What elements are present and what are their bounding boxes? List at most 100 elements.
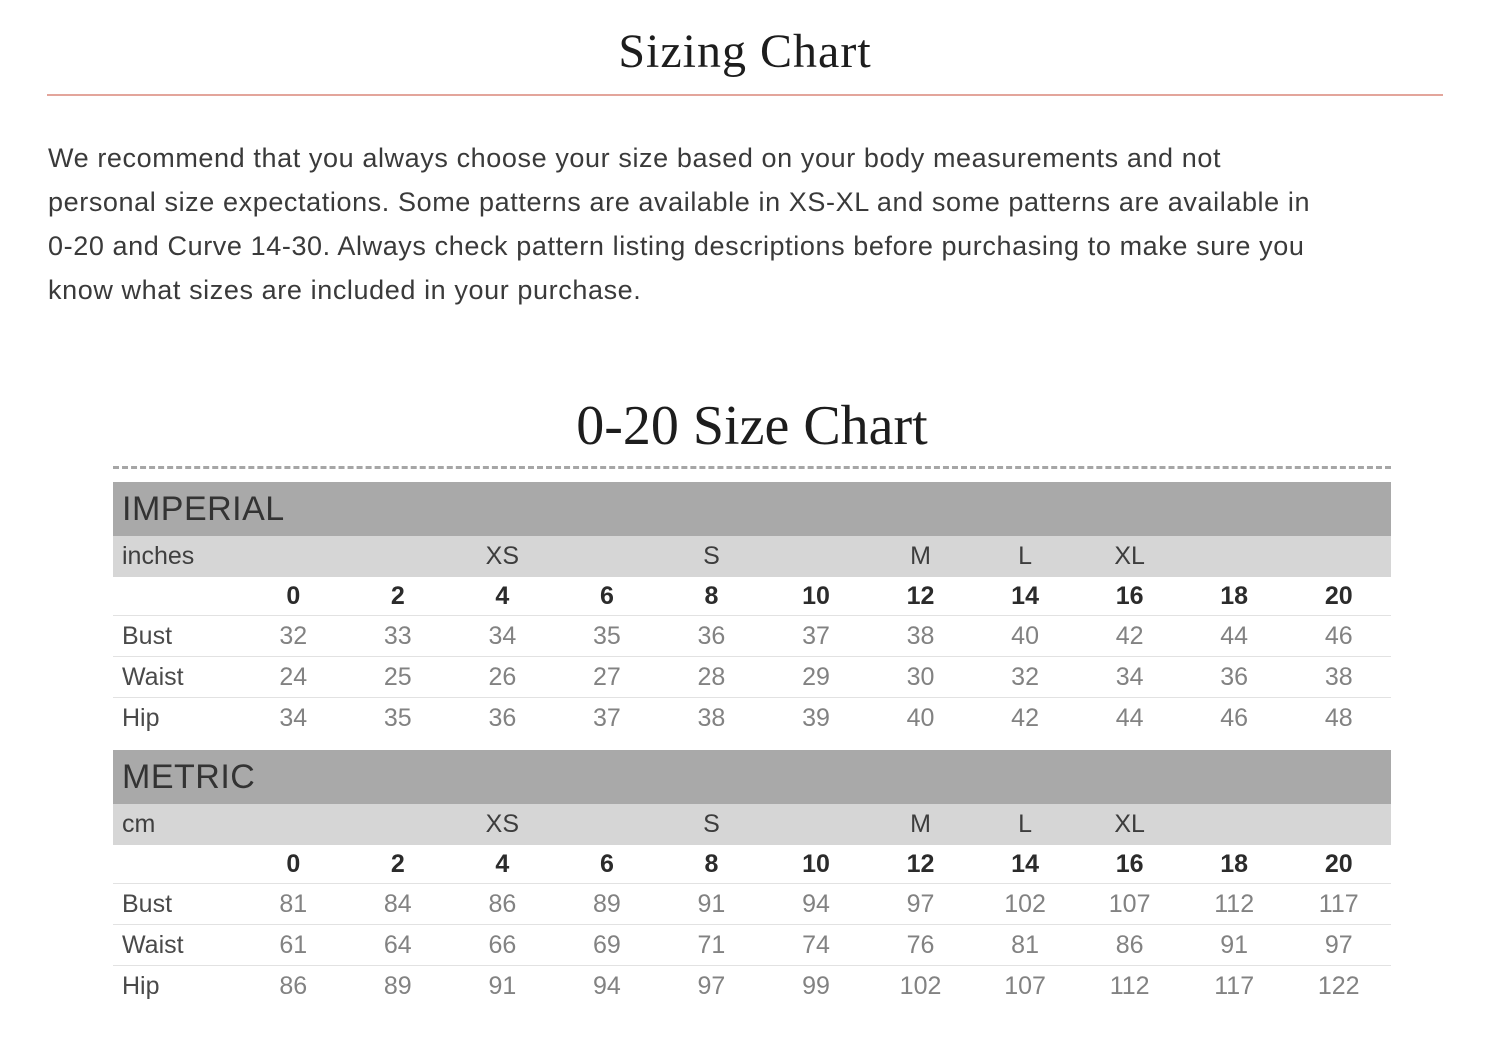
- size-band-label: XS: [485, 810, 520, 838]
- measurement-value: 36: [697, 621, 726, 650]
- measurement-value: 97: [1324, 930, 1353, 959]
- intro-line: know what sizes are included in your pur…: [48, 275, 642, 305]
- measurement-row: Waist 24 25 26 27 28 29 30 32 34 36 38: [113, 656, 1391, 697]
- size-number: 14: [1011, 849, 1039, 878]
- measurement-value: 42: [1011, 703, 1039, 732]
- measurement-value: 24: [279, 662, 308, 691]
- measurement-row: Hip 86 89 91 94 97 99 102 107 112 117 122: [113, 965, 1391, 1006]
- measurement-value: 33: [383, 621, 412, 650]
- measurement-value: 48: [1324, 703, 1353, 732]
- intro-line: 0-20 and Curve 14-30. Always check patte…: [48, 231, 1305, 261]
- size-table-metric: METRIC cm XS S M L XL 0 2 4 6 8 10 12 14 16 18 20 Bust 81 84…: [113, 750, 1391, 1006]
- size-number: 16: [1115, 581, 1144, 610]
- size-number: 20: [1324, 849, 1353, 878]
- measurement-value: 46: [1324, 621, 1353, 650]
- size-number: 4: [495, 581, 510, 610]
- sizing-chart-page: Sizing Chart We recommend that you alway…: [47, 26, 1443, 1006]
- size-chart-title: 0-20 Size Chart: [576, 395, 928, 457]
- measurement-row: Waist 61 64 66 69 71 74 76 81 86 91 97: [113, 924, 1391, 965]
- size-number: 16: [1115, 849, 1144, 878]
- measurement-value: 91: [697, 889, 726, 918]
- measurement-value: 44: [1115, 703, 1144, 732]
- measurement-value: 46: [1220, 703, 1249, 732]
- measurement-label: Hip: [122, 971, 160, 1000]
- measurement-value: 107: [1108, 889, 1151, 918]
- measurement-value: 35: [383, 703, 412, 732]
- measurement-value: 38: [906, 621, 935, 650]
- section-header: IMPERIAL: [113, 482, 1391, 536]
- size-number: 6: [599, 581, 614, 610]
- size-number: 8: [704, 849, 719, 878]
- size-chart-graphic: 0-20 Size Chart IMPERIAL inches XS S M L XL 0 2 4…: [113, 396, 1391, 1006]
- measurement-value: 91: [1220, 930, 1249, 959]
- measurement-value: 28: [697, 662, 726, 691]
- measurement-value: 27: [592, 662, 621, 691]
- measurement-value: 94: [802, 889, 830, 918]
- measurement-row: Bust 32 33 34 35 36 37 38 40 42 44 46: [113, 615, 1391, 656]
- measurement-value: 34: [279, 703, 308, 732]
- measurement-value: 74: [802, 930, 830, 959]
- unit-label: cm: [122, 810, 156, 838]
- size-number: 18: [1220, 849, 1249, 878]
- size-number: 6: [599, 849, 614, 878]
- size-band-label: M: [910, 542, 931, 570]
- measurement-value: 26: [488, 662, 517, 691]
- measurement-value: 76: [906, 930, 935, 959]
- measurement-value: 36: [488, 703, 517, 732]
- size-band-label: L: [1018, 810, 1033, 838]
- measurement-value: 102: [1004, 889, 1046, 918]
- measurement-value: 86: [488, 889, 517, 918]
- title-divider: [47, 94, 1443, 96]
- measurement-value: 35: [592, 621, 621, 650]
- measurement-value: 34: [488, 621, 517, 650]
- measurement-value: 89: [592, 889, 621, 918]
- measurement-row: Bust 81 84 86 89 91 94 97 102 107 112 117: [113, 883, 1391, 924]
- measurement-value: 25: [383, 662, 412, 691]
- measurement-value: 99: [802, 971, 830, 1000]
- size-number: 4: [495, 849, 510, 878]
- measurement-value: 91: [488, 971, 517, 1000]
- size-band-row: inches XS S M L XL: [113, 536, 1391, 577]
- size-number: 10: [802, 581, 830, 610]
- dashed-divider: [113, 466, 1391, 469]
- size-number: 2: [390, 581, 405, 610]
- measurement-value: 64: [383, 930, 412, 959]
- measurement-label: Waist: [122, 662, 184, 691]
- measurement-value: 81: [279, 889, 308, 918]
- measurement-value: 61: [279, 930, 308, 959]
- size-number: 14: [1011, 581, 1039, 610]
- measurement-value: 94: [592, 971, 621, 1000]
- size-number: 12: [906, 849, 935, 878]
- measurement-label: Hip: [122, 703, 160, 732]
- size-number: 0: [286, 581, 301, 610]
- measurement-value: 44: [1220, 621, 1249, 650]
- measurement-value: 40: [1011, 621, 1039, 650]
- size-number: 12: [906, 581, 935, 610]
- measurement-value: 112: [1109, 971, 1150, 1000]
- measurement-value: 97: [906, 889, 935, 918]
- size-band-label: XL: [1114, 542, 1145, 570]
- measurement-value: 29: [802, 662, 830, 691]
- measurement-value: 97: [697, 971, 726, 1000]
- measurement-label: Bust: [122, 889, 173, 918]
- intro-paragraph: We recommend that you always choose your…: [48, 136, 1443, 312]
- measurement-value: 37: [592, 703, 621, 732]
- measurement-value: 39: [802, 703, 830, 732]
- measurement-value: 38: [1324, 662, 1353, 691]
- measurement-value: 86: [1115, 930, 1144, 959]
- measurement-value: 30: [906, 662, 935, 691]
- measurement-label: Waist: [122, 930, 184, 959]
- measurement-value: 69: [592, 930, 621, 959]
- size-table-imperial: IMPERIAL inches XS S M L XL 0 2 4 6 8 10 12 14 16 18 20 Bu…: [113, 482, 1391, 738]
- unit-label: inches: [122, 542, 195, 570]
- size-number: 20: [1324, 581, 1353, 610]
- measurement-value: 66: [488, 930, 517, 959]
- measurement-value: 37: [802, 621, 830, 650]
- size-band-label: XL: [1114, 810, 1145, 838]
- size-band-label: M: [910, 810, 931, 838]
- measurement-value: 34: [1115, 662, 1144, 691]
- measurement-value: 107: [1004, 971, 1046, 1000]
- size-band-label: XS: [485, 542, 520, 570]
- size-band-row: cm XS S M L XL: [113, 804, 1391, 845]
- intro-line: personal size expectations. Some pattern…: [48, 187, 1311, 217]
